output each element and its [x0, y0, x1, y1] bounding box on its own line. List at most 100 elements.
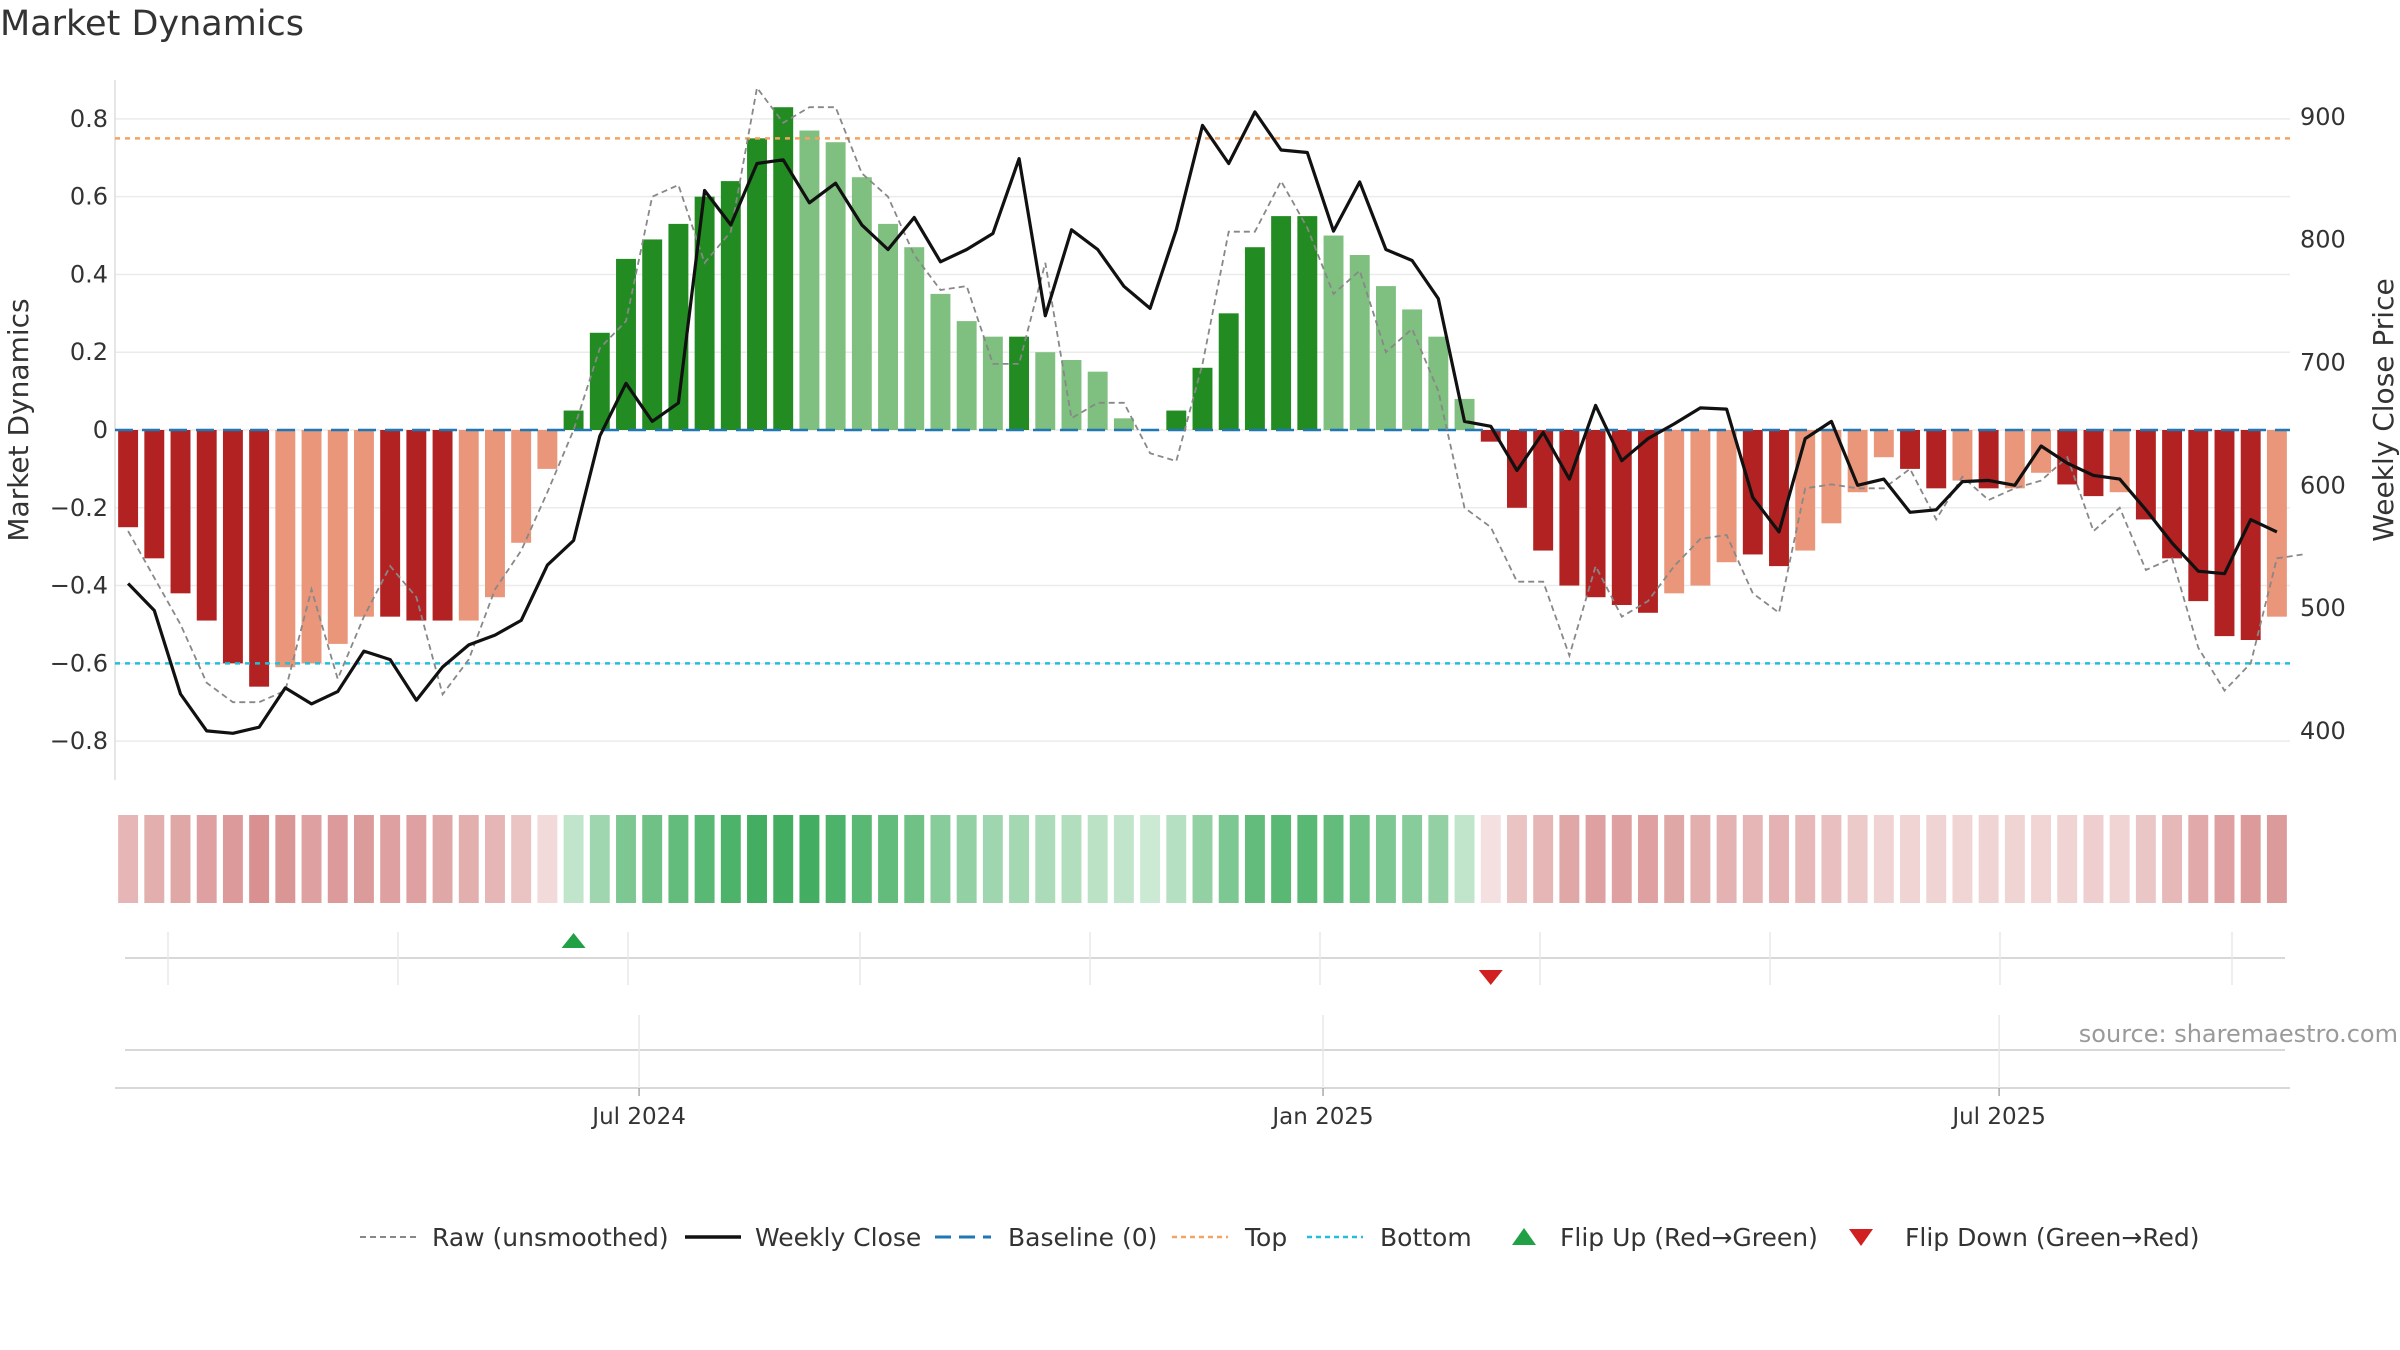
- strip-cell: [1297, 815, 1318, 903]
- strip-cell: [1375, 815, 1396, 903]
- dynamics-bar: [2240, 430, 2261, 640]
- strip-cell: [1926, 815, 1947, 903]
- dynamics-bar: [773, 107, 794, 430]
- strip-cell: [537, 815, 558, 903]
- strip-cell: [851, 815, 872, 903]
- strip-cell: [956, 815, 977, 903]
- dynamics-bar: [878, 223, 898, 430]
- strip-cell: [1323, 815, 1344, 903]
- dynamics-bar: [118, 430, 139, 528]
- x-tick-label: Jul 2025: [1950, 1104, 2046, 1130]
- dynamics-bar: [1009, 336, 1030, 430]
- strip-cell: [2162, 815, 2183, 903]
- strip-cell: [1454, 815, 1475, 903]
- strip-cell: [380, 815, 401, 903]
- flip-down-marker: [1478, 970, 1503, 985]
- strip-cell: [1533, 815, 1554, 903]
- strip-cell: [1087, 815, 1108, 903]
- dynamics-bar: [2083, 430, 2104, 497]
- bar-series: [118, 107, 2287, 687]
- legend-label: Flip Down (Green→Red): [1905, 1223, 2200, 1252]
- strip-cell: [432, 815, 453, 903]
- dynamics-bar: [222, 430, 243, 664]
- strip-cell: [511, 815, 532, 903]
- strip-cell: [930, 815, 951, 903]
- strip-cell: [1166, 815, 1187, 903]
- dynamics-bar: [1428, 336, 1449, 430]
- close-line: [126, 110, 2278, 735]
- strip-cell: [1690, 815, 1711, 903]
- strip-cell: [485, 815, 505, 903]
- strip-cell: [2004, 815, 2025, 903]
- dynamics-bar: [2266, 430, 2287, 617]
- dynamics-bar: [2031, 430, 2052, 473]
- strip-cell: [616, 815, 636, 903]
- strip-cell: [1009, 815, 1030, 903]
- strip-cell: [1402, 815, 1423, 903]
- dynamics-bar: [1375, 286, 1396, 430]
- dynamics-bar: [563, 410, 584, 430]
- dynamics-bar: [1244, 247, 1265, 430]
- axes: −0.8 −0.6 −0.4 −0.2 0 0.2 0.4 0.6 0.8 400 500 600 70…: [2, 80, 2400, 780]
- dynamics-bar: [1061, 360, 1082, 430]
- strip-cell: [747, 815, 767, 903]
- y-tick-label: −0.6: [50, 649, 108, 677]
- flip-panel: [125, 932, 2285, 985]
- dynamics-bar: [747, 138, 767, 431]
- reference-lines: [115, 137, 2290, 665]
- dynamics-bar: [694, 196, 715, 430]
- dynamics-bar: [2109, 430, 2130, 493]
- strip-cell: [1559, 815, 1580, 903]
- strip-cell: [1244, 815, 1265, 903]
- dynamics-bar: [1402, 309, 1423, 430]
- strip-cell: [563, 815, 584, 903]
- y2-tick-label: 500: [2300, 594, 2346, 622]
- strip-cell: [642, 815, 663, 903]
- dynamics-bar: [2135, 430, 2156, 520]
- strip-cell: [1271, 815, 1292, 903]
- legend-label: Bottom: [1380, 1223, 1472, 1252]
- chart-title: Market Dynamics: [0, 4, 305, 44]
- legend-label: Flip Up (Red→Green): [1560, 1223, 1818, 1252]
- y-tick-label: 0.4: [70, 260, 108, 288]
- y2-axis-label: Weekly Close Price: [2367, 278, 2400, 541]
- strip-cell: [825, 815, 846, 903]
- strip-cell: [720, 815, 741, 903]
- dynamics-bar: [1323, 235, 1344, 430]
- y2-tick-label: 700: [2300, 348, 2346, 376]
- dynamics-bar: [1952, 430, 1973, 481]
- strip-cell: [1742, 815, 1763, 903]
- strip-cell: [118, 815, 139, 903]
- dynamics-bar: [1533, 430, 1554, 551]
- legend-label: Baseline (0): [1008, 1223, 1157, 1252]
- dynamics-bar: [799, 130, 820, 431]
- dynamics-bar: [1349, 255, 1370, 430]
- strip-cell: [1113, 815, 1134, 903]
- dynamics-bar: [1192, 367, 1213, 430]
- y-tick-label: 0: [93, 416, 108, 444]
- dynamics-bar: [930, 293, 951, 430]
- dynamics-bar: [1690, 430, 1711, 586]
- strip-cell: [1716, 815, 1737, 903]
- dynamics-bar: [720, 181, 741, 430]
- raw-line: [127, 85, 2304, 704]
- strip-cell: [353, 815, 374, 903]
- dynamics-bar: [2188, 430, 2209, 602]
- y-tick-label: −0.8: [50, 727, 108, 755]
- strip-cell: [1769, 815, 1789, 903]
- legend-label: Raw (unsmoothed): [432, 1223, 669, 1252]
- strip-cell: [2057, 815, 2078, 903]
- dynamics-bar: [1166, 410, 1187, 430]
- dynamics-bar: [170, 430, 191, 594]
- strip-cell: [1821, 815, 1842, 903]
- strip-cell: [144, 815, 165, 903]
- strip-cell: [773, 815, 794, 903]
- dynamics-bar: [1638, 430, 1658, 613]
- dynamics-bar: [1821, 430, 1842, 524]
- strip-cell: [878, 815, 898, 903]
- x-tick-label: Jul 2024: [590, 1104, 686, 1130]
- dynamics-bar: [1087, 371, 1108, 430]
- dynamics-bar: [1900, 430, 1920, 469]
- y2-tick-label: 800: [2300, 226, 2346, 254]
